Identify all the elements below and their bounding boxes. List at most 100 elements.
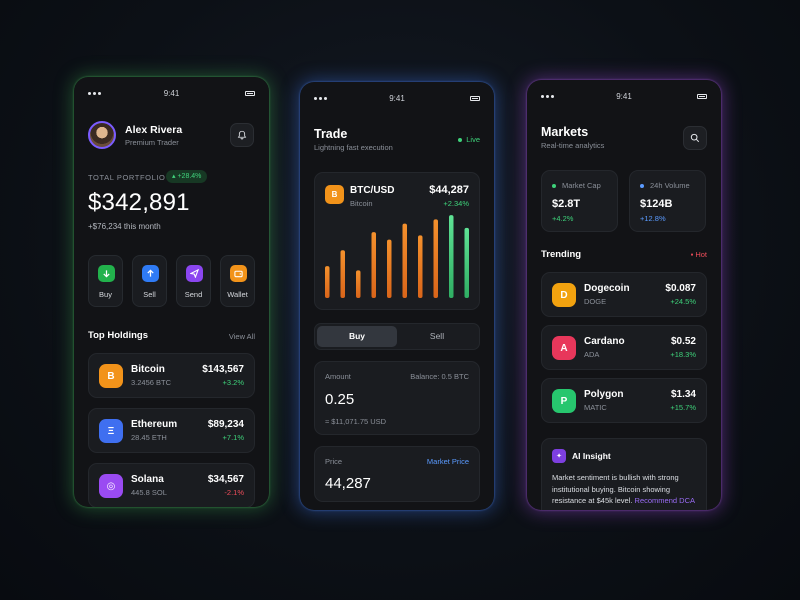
status-time: 9:41 [163,89,180,98]
balance-label: Balance: 0.5 BTC [410,372,469,381]
avatar[interactable] [88,121,116,149]
portfolio-total-value: $342,891 [88,189,190,216]
user-name: Alex Rivera [125,124,183,136]
status-bar: 9:41 [88,89,255,99]
wallet-action-button[interactable]: Wallet [220,255,255,307]
holding-change: -2.1% [224,488,244,497]
send-action-button[interactable]: Send [176,255,211,307]
sell-action-button[interactable]: Sell [132,255,167,307]
tab-sell[interactable]: Sell [429,331,445,341]
polygon-icon: P [552,389,576,413]
ai-insight-card: ✦ AI Insight Market sentiment is bullish… [541,438,707,510]
market-price-option[interactable]: Market Price [426,457,469,466]
trending-row-cardano[interactable]: A Cardano ADA $0.52 +18.3% [541,325,707,370]
chart-bar [340,250,345,298]
status-dot [552,184,556,188]
current-price: $44,287 [429,184,469,196]
stat-value: $124B [640,198,673,210]
hot-badge: ▪ Hot [690,250,707,259]
markets-screen: 9:41 Markets Real-time analytics Market … [527,80,721,510]
page-title: Trade [314,127,348,141]
trending-ticker: MATIC [584,403,607,412]
arrow-up-icon [142,265,159,282]
chart-bar [402,223,407,298]
sparkle-icon: ✦ [552,449,566,463]
chart-bar [356,270,361,298]
cardano-icon: A [552,336,576,360]
price-value[interactable]: 44,287 [325,475,371,492]
buy-action-label: Buy [99,290,112,299]
tab-buy[interactable]: Buy [317,326,397,347]
chart-bar [387,239,392,298]
solana-icon: ◎ [99,474,123,498]
status-dot [640,184,644,188]
stat-label: 24h Volume [650,181,690,190]
trending-ticker: DOGE [584,297,607,306]
stat-value: $2.8T [552,198,581,210]
status-time: 9:41 [389,94,405,103]
menu-dots-icon[interactable] [541,95,554,98]
buy-sell-toggle: Buy Sell [314,323,480,350]
menu-dots-icon[interactable] [314,97,327,100]
price-label: Price [325,457,343,466]
holding-amount: 445.8 SOL [131,488,167,497]
wallet-icon [230,265,247,282]
stat-change: +4.2% [552,214,574,223]
page-subtitle: Lightning fast execution [314,143,393,152]
battery-icon [697,94,707,99]
total-portfolio-label: TOTAL PORTFOLIO [88,173,166,182]
stat-market-cap: Market Cap $2.8T +4.2% [541,170,618,232]
holding-value: $143,567 [202,364,244,375]
status-bar: 9:41 [314,94,480,104]
amount-label: Amount [325,372,351,381]
price-change: +2.34% [443,199,469,208]
trending-title: Trending [541,249,582,260]
holding-name: Solana [131,474,164,485]
trending-price: $1.34 [670,389,696,400]
trending-row-dogecoin[interactable]: D Dogecoin DOGE $0.087 +24.5% [541,272,707,317]
portfolio-change-badge: ▴ +28.4% [166,170,208,183]
price-field[interactable]: Price Market Price 44,287 [314,446,480,502]
holding-amount: 3.2456 BTC [131,378,172,387]
portfolio-change-text: +28.4% [177,173,202,180]
wallet-action-label: Wallet [227,290,248,299]
holding-amount: 28.45 ETH [131,433,167,442]
amount-field[interactable]: Amount Balance: 0.5 BTC 0.25 ≈ $11,071.7… [314,361,480,435]
holding-row-solana[interactable]: ◎ Solana 445.8 SOL $34,567 -2.1% [88,463,255,507]
trading-pair: BTC/USD [350,185,395,196]
trending-change: +18.3% [670,350,696,359]
live-indicator: Live [458,135,480,144]
ai-insight-title: AI Insight [572,451,611,461]
dogecoin-icon: D [552,283,576,307]
amount-value[interactable]: 0.25 [325,391,355,408]
stat-change: +12.8% [640,214,666,223]
holding-row-ethereum[interactable]: Ξ Ethereum 28.45 ETH $89,234 +7.1% [88,408,255,453]
buy-action-button[interactable]: Buy [88,255,123,307]
chart-bar [464,227,469,298]
portfolio-monthly-gain: +$76,234 this month [88,222,161,231]
menu-dots-icon[interactable] [88,92,101,95]
page-title: Markets [541,125,589,139]
view-all-link[interactable]: View All [228,332,255,341]
send-action-label: Send [184,290,203,299]
chart-bar [449,215,454,298]
chart-bar [433,219,438,298]
holding-row-bitcoin[interactable]: B Bitcoin 3.2456 BTC $143,567 +3.2% [88,353,255,398]
trending-ticker: ADA [584,350,600,359]
stat-label: Market Cap [562,181,601,190]
notifications-button[interactable] [230,123,254,147]
trading-pair-name: Bitcoin [350,199,373,208]
sell-action-label: Sell [143,290,156,299]
amount-usd-estimate: ≈ $11,071.75 USD [325,417,387,426]
holding-name: Bitcoin [131,364,165,375]
chart-bar [371,232,376,298]
trending-name: Cardano [584,336,625,347]
page-subtitle: Real-time analytics [541,141,605,150]
trending-price: $0.52 [670,336,696,347]
trending-row-polygon[interactable]: P Polygon MATIC $1.34 +15.7% [541,378,707,423]
search-button[interactable] [683,126,707,150]
holding-value: $89,234 [207,419,244,430]
bell-icon [237,130,247,140]
ai-insight-body: Market sentiment is bullish with strong … [552,472,696,510]
recommend-dca-link[interactable]: Recommend DCA strategy. [552,496,695,510]
